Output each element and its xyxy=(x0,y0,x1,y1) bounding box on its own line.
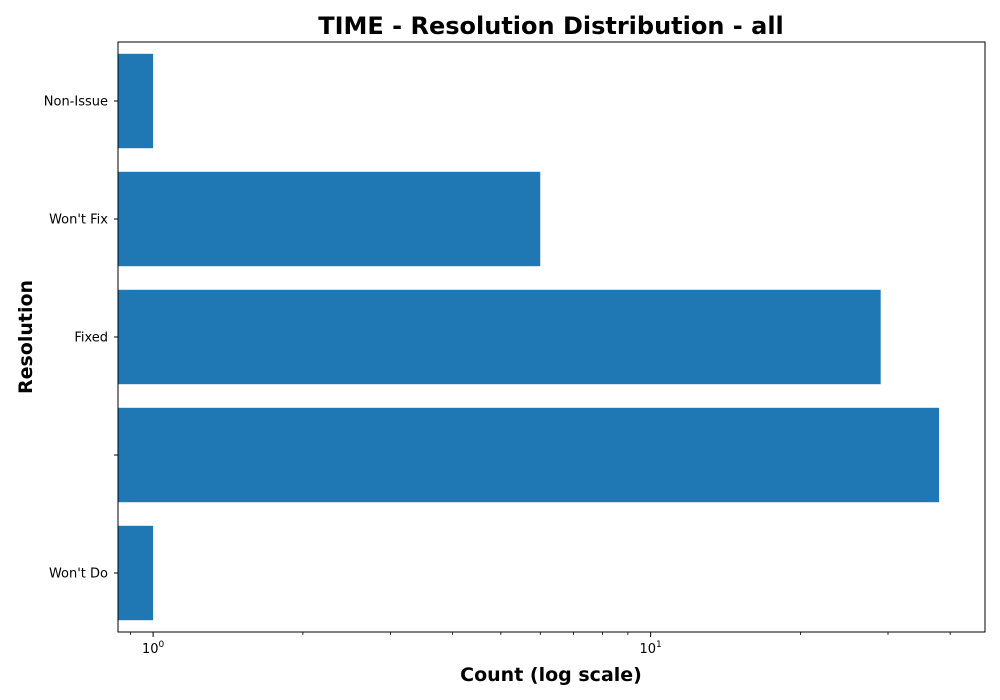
x-axis-label: Count (log scale) xyxy=(460,664,642,686)
y-tick-label: Non-Issue xyxy=(44,95,108,110)
bar-2 xyxy=(118,289,881,385)
y-tick-label: Won't Fix xyxy=(49,213,108,228)
bar-0 xyxy=(118,525,154,621)
chart-title: TIME - Resolution Distribution - all xyxy=(318,12,784,40)
x-tick-label: 101 xyxy=(639,640,661,657)
bar-4 xyxy=(118,53,154,149)
y-tick-label: Won't Do xyxy=(49,567,108,582)
bar-1 xyxy=(118,407,940,503)
bar-3 xyxy=(118,171,541,267)
x-tick-label: 100 xyxy=(142,640,165,657)
y-axis-ticks: Won't Do Fixed Won't Fix Non-Issue xyxy=(44,95,118,582)
y-tick-label: Fixed xyxy=(74,331,108,346)
x-axis-ticks: 100 101 xyxy=(129,632,951,657)
y-axis-label: Resolution xyxy=(15,280,37,394)
plot-area xyxy=(118,53,940,621)
